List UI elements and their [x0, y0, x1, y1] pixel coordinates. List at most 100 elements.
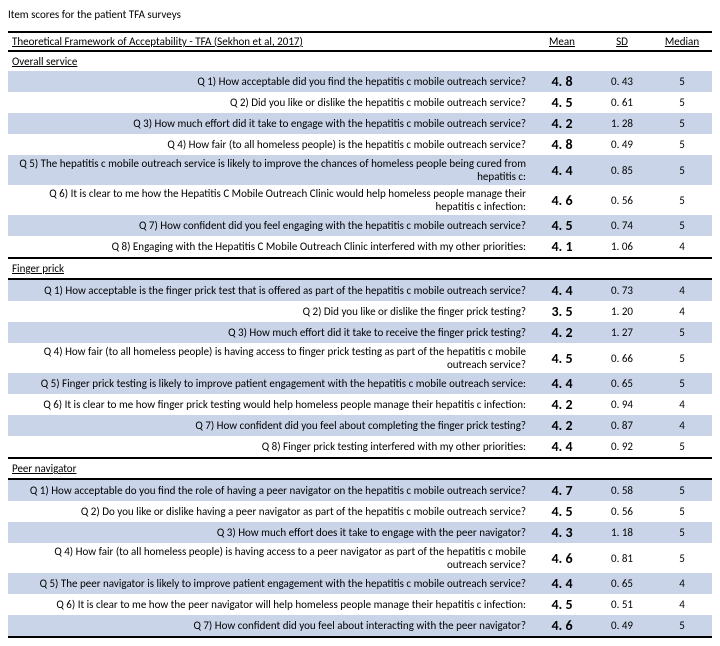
- mean-cell: 4. 5: [532, 594, 592, 615]
- question-cell: Q 5) The peer navigator is likely to imp…: [8, 573, 532, 594]
- mean-cell: 4. 2: [532, 394, 592, 415]
- median-cell: 5: [652, 113, 712, 134]
- sd-cell: 0. 81: [592, 543, 652, 573]
- table-row: Q 6) It is clear to me how the Hepatitis…: [8, 185, 712, 215]
- median-cell: 5: [652, 215, 712, 236]
- sd-cell: 0. 92: [592, 436, 652, 458]
- mean-cell: 4. 2: [532, 415, 592, 436]
- question-cell: Q 7) How confident did you feel about in…: [8, 615, 532, 637]
- section-finger-prick: Finger prick: [8, 258, 712, 279]
- question-cell: Q 4) How fair (to all homeless people) i…: [8, 543, 532, 573]
- table-row: Q 2) Do you like or dislike having a pee…: [8, 501, 712, 522]
- table-row: Q 6) It is clear to me how the peer navi…: [8, 594, 712, 615]
- question-cell: Q 6) It is clear to me how the peer navi…: [8, 594, 532, 615]
- mean-cell: 4. 4: [532, 436, 592, 458]
- section-peer-navigator: Peer navigator: [8, 458, 712, 479]
- table-row: Q 1) How acceptable did you find the hep…: [8, 71, 712, 92]
- median-cell: 4: [652, 573, 712, 594]
- sd-cell: 0. 61: [592, 92, 652, 113]
- table-row: Q 8) Engaging with the Hepatitis C Mobil…: [8, 236, 712, 258]
- median-cell: 5: [652, 615, 712, 637]
- section-spacer: [652, 51, 712, 71]
- median-cell: 5: [652, 543, 712, 573]
- question-cell: Q 4) How fair (to all homeless people) i…: [8, 134, 532, 155]
- question-cell: Q 1) How acceptable did you find the hep…: [8, 71, 532, 92]
- table-row: Q 6) It is clear to me how finger prick …: [8, 394, 712, 415]
- median-cell: 4: [652, 301, 712, 322]
- median-cell: 5: [652, 185, 712, 215]
- col-header-sd: SD: [592, 32, 652, 51]
- mean-cell: 4. 4: [532, 155, 592, 185]
- table-row: Q 7) How confident did you feel about co…: [8, 415, 712, 436]
- sd-cell: 0. 51: [592, 594, 652, 615]
- section-label: Finger prick: [8, 258, 532, 279]
- sd-cell: 0. 87: [592, 415, 652, 436]
- section-spacer: [652, 258, 712, 279]
- mean-cell: 4. 6: [532, 185, 592, 215]
- mean-cell: 4. 2: [532, 113, 592, 134]
- sd-cell: 0. 56: [592, 501, 652, 522]
- question-cell: Q 4) How fair (to all homeless people) i…: [8, 343, 532, 373]
- mean-cell: 4. 2: [532, 322, 592, 343]
- question-cell: Q 5) The hepatitis c mobile outreach ser…: [8, 155, 532, 185]
- median-cell: 5: [652, 373, 712, 394]
- mean-cell: 4. 6: [532, 543, 592, 573]
- question-cell: Q 5) Finger prick testing is likely to i…: [8, 373, 532, 394]
- median-cell: 4: [652, 415, 712, 436]
- median-cell: 5: [652, 134, 712, 155]
- sd-cell: 0. 85: [592, 155, 652, 185]
- question-cell: Q 2) Did you like or dislike the hepatit…: [8, 92, 532, 113]
- mean-cell: 3. 5: [532, 301, 592, 322]
- table-header-row: Theoretical Framework of Acceptability -…: [8, 32, 712, 51]
- table-row: Q 2) Did you like or dislike the finger …: [8, 301, 712, 322]
- sd-cell: 0. 74: [592, 215, 652, 236]
- question-cell: Q 3) How much effort did it take to rece…: [8, 322, 532, 343]
- question-cell: Q 7) How confident did you feel about co…: [8, 415, 532, 436]
- col-header-mean: Mean: [532, 32, 592, 51]
- table-row: Q 1) How acceptable is the finger prick …: [8, 279, 712, 301]
- sd-cell: 0. 65: [592, 573, 652, 594]
- mean-cell: 4. 7: [532, 479, 592, 501]
- median-cell: 4: [652, 394, 712, 415]
- median-cell: 4: [652, 279, 712, 301]
- table-row: Q 1) How acceptable do you find the role…: [8, 479, 712, 501]
- mean-cell: 4. 1: [532, 236, 592, 258]
- tfa-table: Theoretical Framework of Acceptability -…: [8, 31, 712, 638]
- sd-cell: 0. 65: [592, 373, 652, 394]
- sd-cell: 0. 58: [592, 479, 652, 501]
- median-cell: 5: [652, 501, 712, 522]
- question-cell: Q 7) How confident did you feel engaging…: [8, 215, 532, 236]
- table-row: Q 5) Finger prick testing is likely to i…: [8, 373, 712, 394]
- sd-cell: 0. 66: [592, 343, 652, 373]
- section-spacer: [592, 458, 652, 479]
- sd-cell: 0. 49: [592, 134, 652, 155]
- section-spacer: [652, 458, 712, 479]
- table-row: Q 2) Did you like or dislike the hepatit…: [8, 92, 712, 113]
- median-cell: 5: [652, 479, 712, 501]
- sd-cell: 0. 94: [592, 394, 652, 415]
- mean-cell: 4. 5: [532, 343, 592, 373]
- question-cell: Q 6) It is clear to me how finger prick …: [8, 394, 532, 415]
- median-cell: 5: [652, 92, 712, 113]
- question-cell: Q 8) Finger prick testing interfered wit…: [8, 436, 532, 458]
- table-row: Q 8) Finger prick testing interfered wit…: [8, 436, 712, 458]
- col-header-question: Theoretical Framework of Acceptability -…: [8, 32, 532, 51]
- col-header-median: Median: [652, 32, 712, 51]
- table-row: Q 4) How fair (to all homeless people) i…: [8, 134, 712, 155]
- sd-cell: 0. 43: [592, 71, 652, 92]
- mean-cell: 4. 4: [532, 573, 592, 594]
- median-cell: 5: [652, 155, 712, 185]
- sd-cell: 0. 49: [592, 615, 652, 637]
- table-row: Q 4) How fair (to all homeless people) i…: [8, 543, 712, 573]
- median-cell: 4: [652, 594, 712, 615]
- median-cell: 5: [652, 322, 712, 343]
- question-cell: Q 6) It is clear to me how the Hepatitis…: [8, 185, 532, 215]
- table-row: Q 3) How much effort did it take to enga…: [8, 113, 712, 134]
- table-row: Q 7) How confident did you feel about in…: [8, 615, 712, 637]
- question-cell: Q 2) Did you like or dislike the finger …: [8, 301, 532, 322]
- table-row: Q 3) How much effort did it take to rece…: [8, 322, 712, 343]
- section-label: Overall service: [8, 51, 532, 71]
- question-cell: Q 2) Do you like or dislike having a pee…: [8, 501, 532, 522]
- sd-cell: 0. 56: [592, 185, 652, 215]
- table-row: Q 7) How confident did you feel engaging…: [8, 215, 712, 236]
